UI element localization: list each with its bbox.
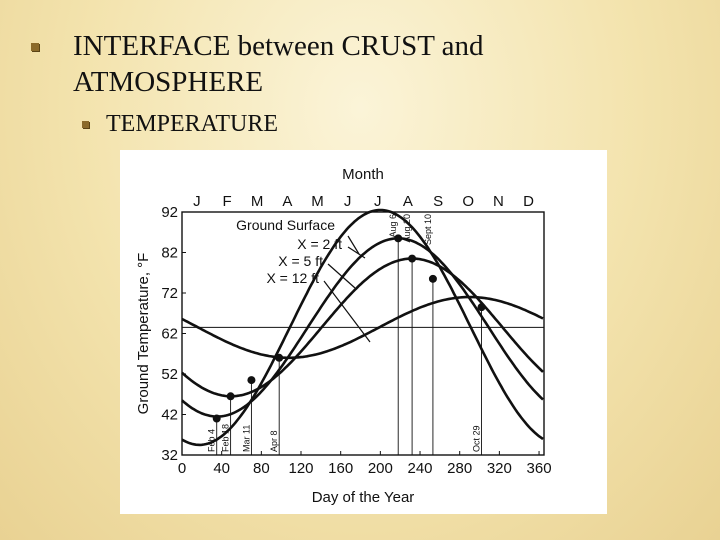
marker-point (408, 254, 417, 263)
month-label: A (282, 193, 292, 210)
marker-point (477, 303, 486, 312)
month-label: D (523, 193, 534, 210)
x-tick-label: 240 (408, 460, 433, 477)
marker-point (428, 274, 437, 283)
marker-date-label: Aug 6 (388, 214, 398, 238)
x-axis-title: Day of the Year (312, 489, 415, 506)
legend-arrow (323, 280, 371, 343)
month-label: F (222, 193, 231, 210)
marker-date-label: Feb 4 (207, 429, 217, 452)
y-axis-title: Ground Temperature, °F (135, 253, 152, 415)
month-label: A (403, 193, 413, 210)
y-tick-label: 32 (161, 447, 178, 464)
y-tick-label: 92 (161, 204, 178, 221)
legend-label: Ground Surface (236, 217, 335, 233)
marker-date-label: Apr 8 (269, 430, 279, 452)
month-label: O (462, 193, 474, 210)
marker-point (226, 392, 235, 401)
y-tick-label: 82 (161, 245, 178, 262)
x-tick-label: 160 (328, 460, 353, 477)
marker-date-label: Aug 20 (402, 214, 412, 243)
legend-label: X = 12 ft (266, 270, 319, 286)
marker-date-label: Feb 18 (221, 424, 231, 452)
slide-title: INTERFACE between CRUST and ATMOSPHERE (73, 30, 484, 98)
legend-arrow (327, 263, 356, 289)
marker-date-label: Mar 11 (241, 425, 251, 452)
legend-arrow (347, 246, 366, 259)
series-line (181, 295, 544, 360)
title-bullet (31, 43, 39, 51)
month-label: M (311, 193, 324, 210)
month-label: J (374, 193, 382, 210)
marker-point (212, 414, 221, 423)
x-tick-label: 80 (253, 460, 270, 477)
x-tick-label: 40 (213, 460, 230, 477)
legend-label: X = 2 ft (297, 236, 342, 252)
subtitle-bullet (82, 121, 89, 128)
series-line (181, 236, 544, 418)
legend-arrow (347, 235, 360, 255)
series-line (181, 208, 544, 447)
month-label: S (433, 193, 443, 210)
x-tick-label: 320 (487, 460, 512, 477)
marker-point (247, 376, 256, 385)
x-tick-label: 120 (288, 460, 313, 477)
x-tick-label: 360 (527, 460, 552, 477)
x-tick-label: 0 (178, 460, 186, 477)
legend-label: X = 5 ft (278, 253, 323, 269)
y-tick-label: 52 (161, 366, 178, 383)
ground-temperature-chart: Month J F M A M J J A S O N D 0 40 80 120 160 200 240 280 320… (120, 150, 607, 514)
x-tick-label: 200 (368, 460, 393, 477)
month-label: M (251, 193, 264, 210)
marker-date-label: Sept 10 (423, 214, 433, 245)
x-tick-label: 280 (447, 460, 472, 477)
slide-subtitle: TEMPERATURE (106, 111, 279, 137)
month-label: J (344, 193, 352, 210)
y-tick-label: 62 (161, 326, 178, 343)
month-label: N (493, 193, 504, 210)
marker-point (275, 353, 284, 362)
y-tick-label: 72 (161, 285, 178, 302)
marker-date-label: Oct 29 (472, 425, 482, 452)
y-tick-label: 42 (161, 407, 178, 424)
month-label: J (193, 193, 201, 210)
marker-point (394, 234, 403, 243)
top-axis-title: Month (342, 166, 384, 183)
